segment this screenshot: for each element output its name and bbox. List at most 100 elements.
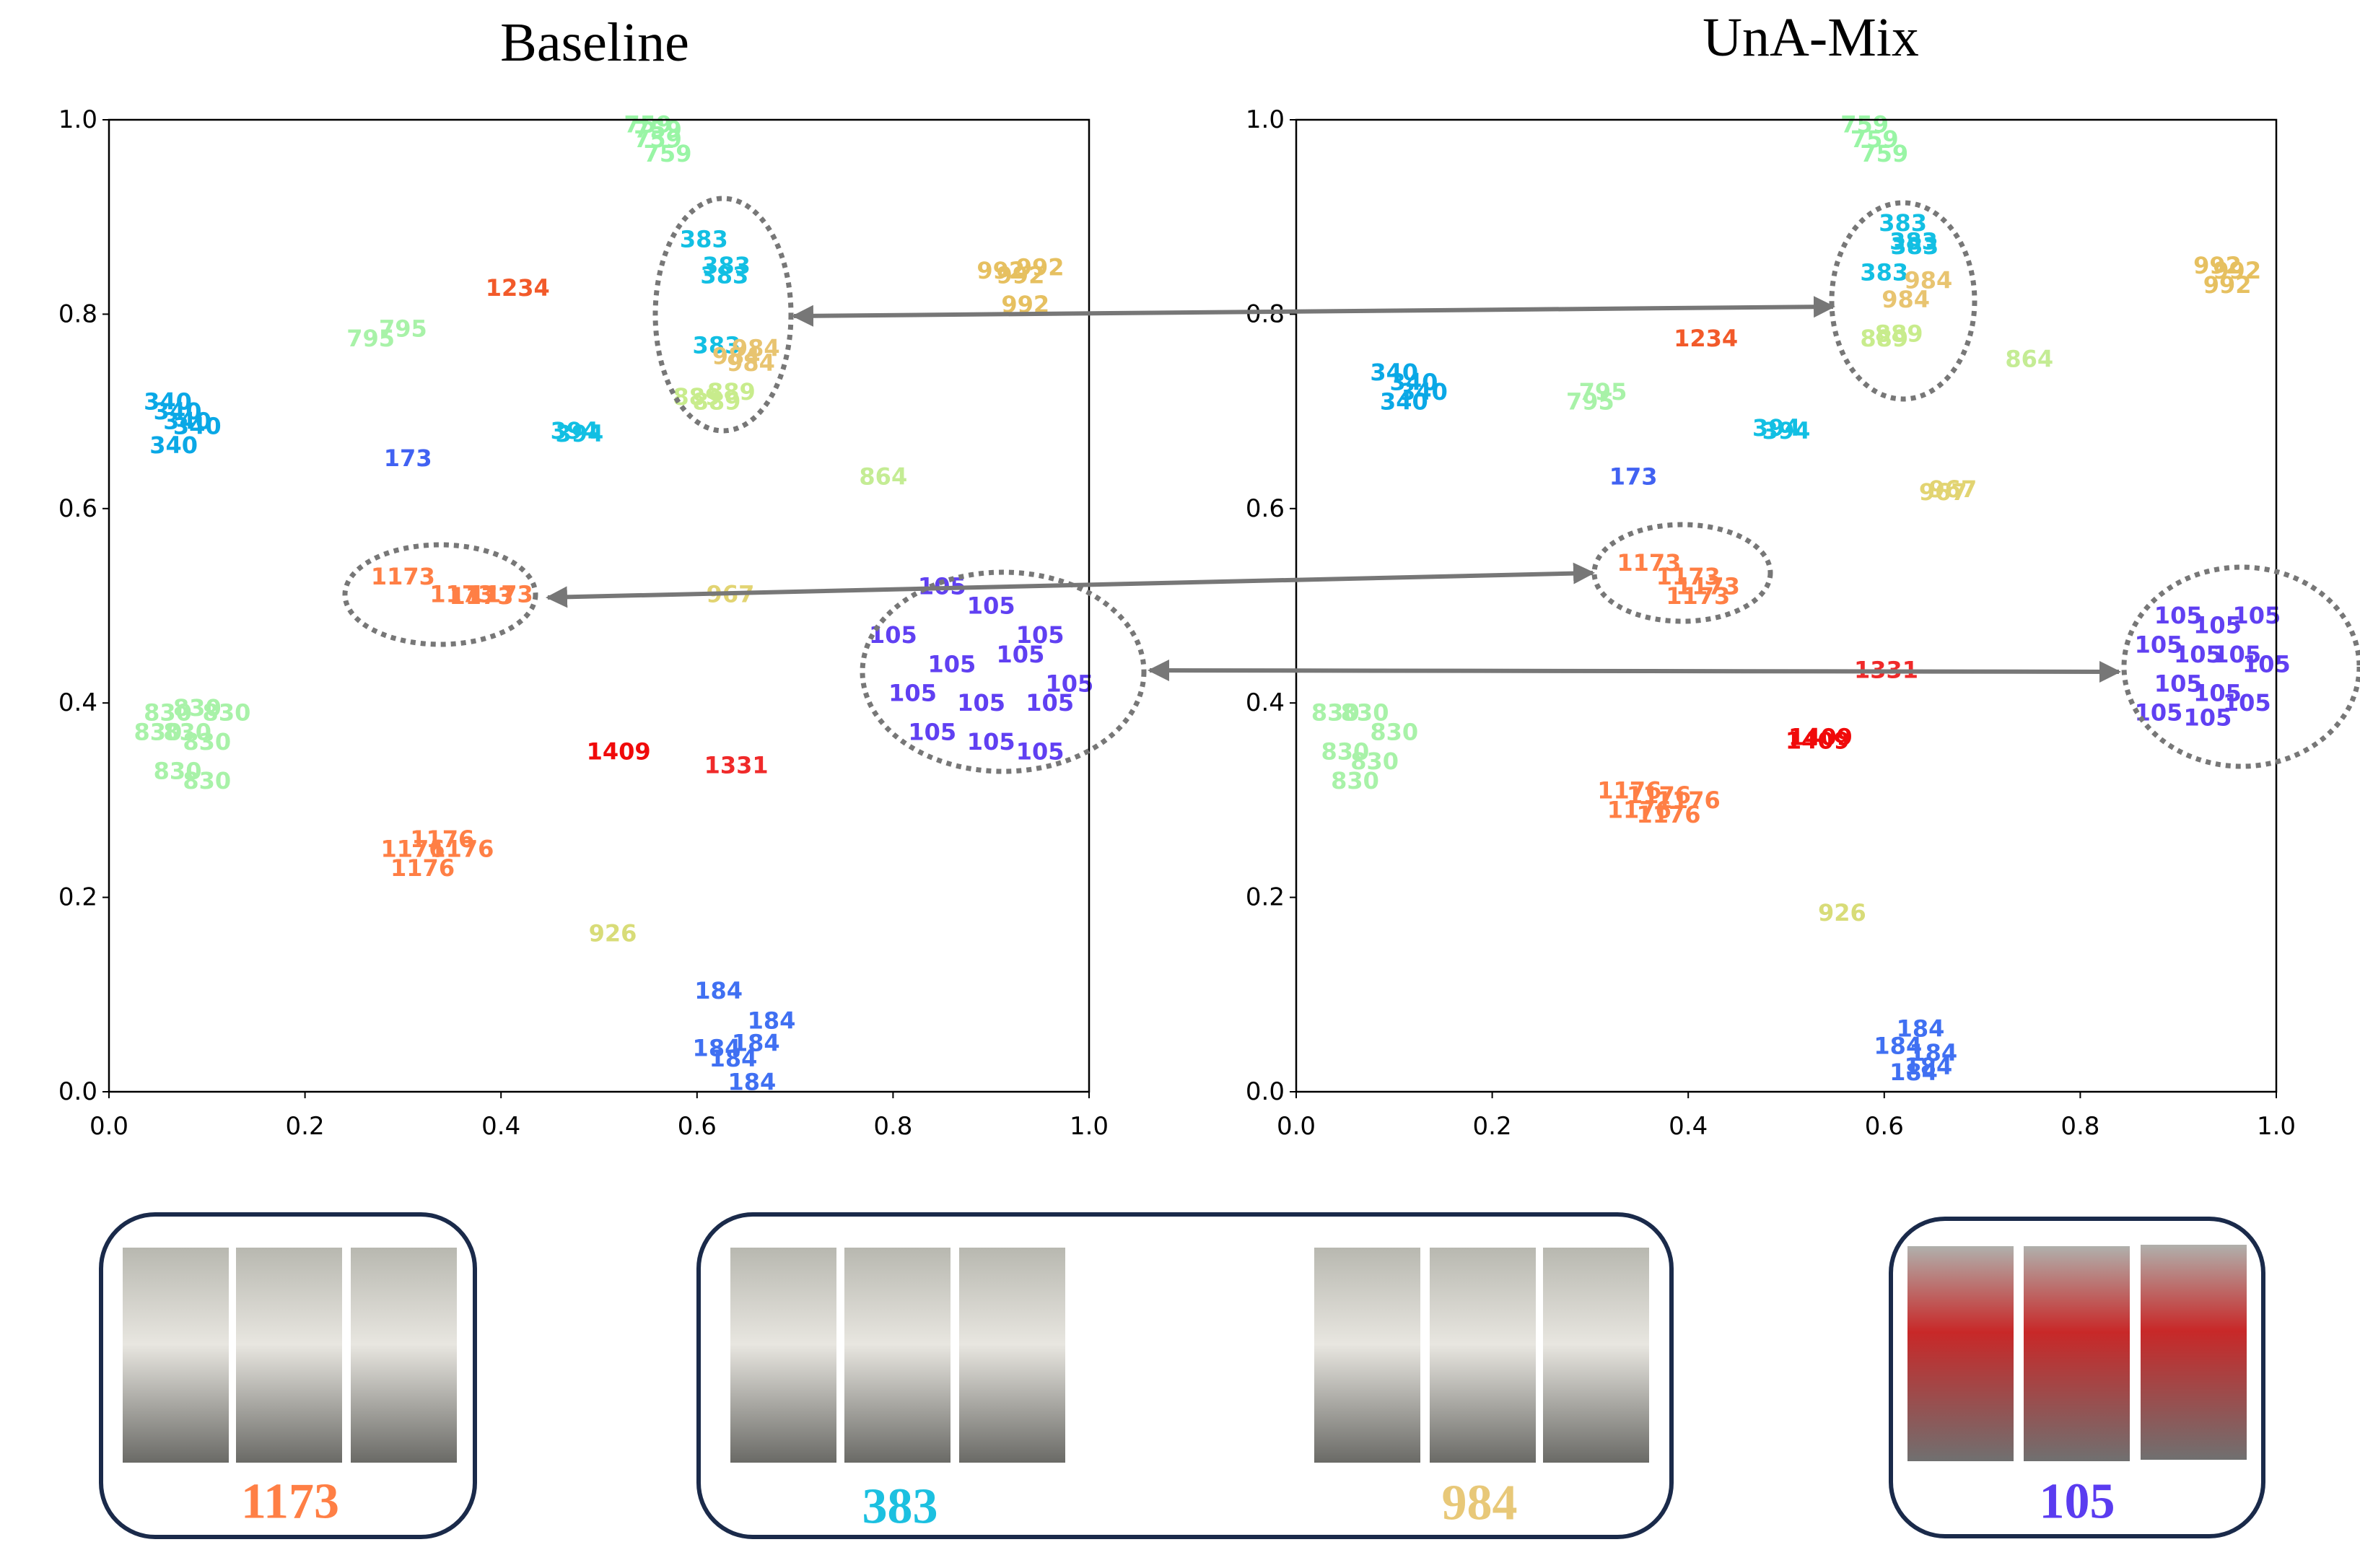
point-label: 184 <box>1897 1015 1945 1042</box>
y-tick-label: 0.8 <box>58 299 97 328</box>
point-label: 992 <box>2193 252 2242 279</box>
highlight-ellipse <box>1591 522 1773 624</box>
point-label: 105 <box>2223 689 2271 717</box>
point-label: 383 <box>700 262 748 289</box>
point-label: 1176 <box>1627 781 1691 809</box>
x-tick-label: 0.6 <box>678 1112 717 1141</box>
point-label: 926 <box>589 919 637 947</box>
point-label: 340 <box>1390 369 1438 396</box>
point-label: 1176 <box>380 835 445 862</box>
point-label: 340 <box>1380 388 1428 416</box>
point-label: 1173 <box>1666 582 1730 610</box>
person-image <box>1430 1248 1536 1463</box>
point-label: 394 <box>1752 414 1801 442</box>
point-label: 759 <box>634 126 682 153</box>
point-label: 105 <box>2232 602 2281 629</box>
point-label: 105 <box>2154 602 2203 629</box>
point-label: 830 <box>163 719 211 746</box>
point-label: 105 <box>2193 611 2242 639</box>
person-image <box>959 1248 1065 1463</box>
y-tick-label: 0.4 <box>58 688 97 717</box>
point-label: 340 <box>154 398 202 425</box>
point-label: 992 <box>2203 271 2252 299</box>
y-tick-label: 0.6 <box>1246 494 1285 523</box>
person-image <box>236 1248 342 1463</box>
point-label: 795 <box>379 315 427 343</box>
chart-title: Baseline <box>500 12 689 73</box>
point-label: 394 <box>1762 417 1811 444</box>
panel-frame <box>1889 1217 2265 1538</box>
x-tick-label: 0.2 <box>286 1112 325 1141</box>
point-label: 383 <box>680 226 728 253</box>
point-label: 1176 <box>429 835 494 862</box>
point-label: 173 <box>1609 463 1658 490</box>
point-label: 830 <box>1341 699 1389 727</box>
point-label: 105 <box>967 728 1015 755</box>
point-label: 105 <box>2213 641 2261 668</box>
point-label: 383 <box>1889 227 1938 255</box>
point-label: 383 <box>702 252 751 279</box>
point-label: 383 <box>1860 258 1908 286</box>
point-label: 1173 <box>429 580 494 608</box>
scatter-plot: UnA-Mix759759759383383383383984984992992… <box>1246 7 2296 1141</box>
panel-frame <box>696 1212 1674 1539</box>
plot-frame <box>1295 118 2278 1093</box>
point-label: 1409 <box>1788 723 1853 750</box>
point-label: 184 <box>1909 1039 1957 1066</box>
point-label: 759 <box>1850 126 1899 153</box>
y-tick-label: 1.0 <box>1246 105 1285 134</box>
point-label: 184 <box>709 1045 758 1072</box>
point-label: 1176 <box>1656 787 1721 814</box>
point-label: 184 <box>1905 1053 1953 1080</box>
x-tick-label: 0.8 <box>2060 1112 2099 1141</box>
point-label: 340 <box>1399 378 1448 406</box>
point-label: 105 <box>927 650 976 678</box>
point-label: 984 <box>1905 266 1953 294</box>
y-tick-label: 0.0 <box>58 1077 97 1106</box>
arrows <box>546 296 2121 683</box>
point-label: 105 <box>2184 704 2232 731</box>
point-label: 1173 <box>1676 573 1740 600</box>
point-label: 1173 <box>469 580 533 608</box>
x-tick-label: 0.4 <box>1669 1112 1708 1141</box>
point-label: 889 <box>1875 320 1923 347</box>
highlight-ellipse <box>2121 564 2360 769</box>
y-tick-label: 1.0 <box>58 105 97 134</box>
point-label: 105 <box>2135 631 2183 658</box>
point-label: 830 <box>1331 767 1379 794</box>
point-label: 864 <box>859 463 907 490</box>
point-label: 992 <box>1016 254 1065 281</box>
point-label: 184 <box>693 1034 741 1061</box>
person-image <box>1314 1248 1420 1463</box>
point-label: 1176 <box>390 854 455 882</box>
cluster-highlights <box>342 196 2360 774</box>
point-label: 340 <box>144 388 192 416</box>
plots: Baseline75975975975938338338338312349929… <box>58 7 2296 1141</box>
identity-label: 105 <box>2040 1474 2115 1530</box>
point-label: 383 <box>1879 209 1927 237</box>
point-label: 394 <box>555 420 603 447</box>
highlight-ellipse <box>1829 200 1977 402</box>
point-label: 759 <box>644 140 692 167</box>
person-image <box>2141 1245 2247 1460</box>
point-label: 795 <box>1579 378 1627 406</box>
point-label: 992 <box>2213 257 2261 284</box>
point-label: 830 <box>134 719 183 746</box>
point-label: 830 <box>183 728 231 755</box>
point-label: 394 <box>551 417 599 444</box>
point-label: 889 <box>1860 325 1908 352</box>
point-label: 105 <box>957 689 1005 717</box>
y-tick-label: 0.8 <box>1246 299 1285 328</box>
point-label: 340 <box>149 432 198 459</box>
point-label: 759 <box>1860 140 1908 167</box>
point-label: 340 <box>173 412 222 439</box>
point-label: 984 <box>732 335 780 362</box>
point-label: 830 <box>203 699 251 727</box>
point-label: 864 <box>2005 345 2053 372</box>
x-tick-label: 0.4 <box>481 1112 520 1141</box>
x-tick-label: 0.8 <box>873 1112 912 1141</box>
point-label: 830 <box>1370 719 1418 746</box>
arrow <box>546 562 1595 608</box>
point-label: 340 <box>163 408 211 435</box>
